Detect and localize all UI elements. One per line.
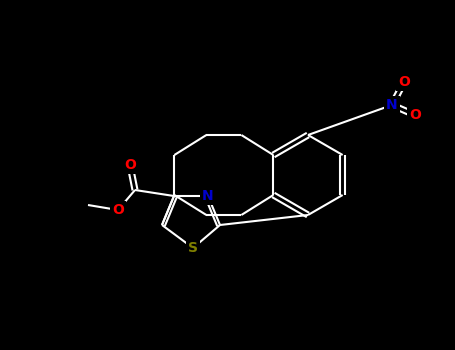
Text: S: S — [188, 241, 198, 255]
Text: O: O — [124, 158, 136, 172]
Text: O: O — [112, 203, 124, 217]
Text: O: O — [398, 75, 410, 89]
Text: N: N — [202, 189, 214, 203]
Text: N: N — [386, 98, 398, 112]
Text: O: O — [409, 108, 421, 122]
